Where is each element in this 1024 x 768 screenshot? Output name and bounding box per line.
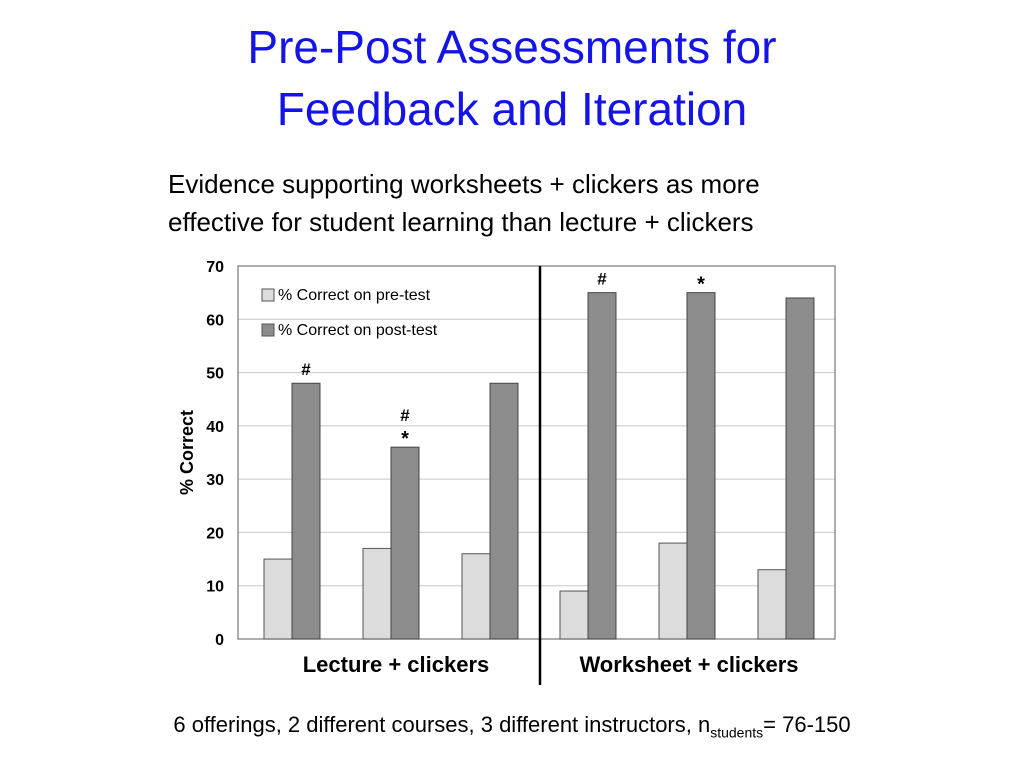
footer-range: = 76-150 xyxy=(763,712,851,737)
slide-title: Pre-Post Assessments for Feedback and It… xyxy=(0,16,1024,140)
bar-post-test xyxy=(390,446,420,640)
significance-marker: * xyxy=(697,274,705,296)
footer-text: 6 offerings, 2 different courses, 3 diff… xyxy=(173,712,711,737)
y-tick-label: 10 xyxy=(206,579,224,596)
x-group-label: Lecture + clickers xyxy=(303,652,490,677)
slide-subtitle: Evidence supporting worksheets + clicker… xyxy=(168,165,928,241)
bar-pre-test xyxy=(461,553,491,640)
slide-footer: 6 offerings, 2 different courses, 3 diff… xyxy=(0,712,1024,740)
y-tick-label: 70 xyxy=(206,259,224,276)
bar-post-test xyxy=(291,382,321,640)
legend-label: % Correct on pre-test xyxy=(278,287,431,304)
significance-marker: # xyxy=(597,270,607,289)
bar-post-test xyxy=(489,382,519,640)
y-tick-label: 40 xyxy=(206,419,224,436)
significance-marker: # xyxy=(301,360,311,379)
bar-post-test xyxy=(785,297,815,640)
y-tick-label: 50 xyxy=(206,366,224,383)
bar-pre-test xyxy=(658,542,688,640)
title-line-1: Pre-Post Assessments for xyxy=(247,21,777,73)
subtitle-line-1: Evidence supporting worksheets + clicker… xyxy=(168,169,760,199)
y-axis-label: % Correct xyxy=(177,410,197,495)
y-tick-label: 30 xyxy=(206,472,224,489)
bar-pre-test xyxy=(263,558,293,640)
significance-marker: # xyxy=(400,406,410,425)
x-group-label: Worksheet + clickers xyxy=(579,652,798,677)
bar-post-test xyxy=(587,292,617,640)
y-tick-label: 0 xyxy=(215,632,224,649)
y-tick-label: 60 xyxy=(206,312,224,329)
legend-swatch xyxy=(261,323,275,337)
significance-marker: * xyxy=(401,428,409,450)
legend-label: % Correct on post-test xyxy=(278,322,438,339)
bar-post-test xyxy=(686,292,716,640)
legend-swatch xyxy=(261,288,275,302)
footer-subscript: students xyxy=(710,724,764,741)
subtitle-line-2: effective for student learning than lect… xyxy=(168,207,754,237)
bar-pre-test xyxy=(757,569,787,640)
title-line-2: Feedback and Iteration xyxy=(276,83,748,135)
bar-pre-test xyxy=(559,590,589,640)
bar-pre-test xyxy=(362,547,392,640)
plot-frame xyxy=(237,265,836,640)
y-tick-label: 20 xyxy=(206,525,224,542)
